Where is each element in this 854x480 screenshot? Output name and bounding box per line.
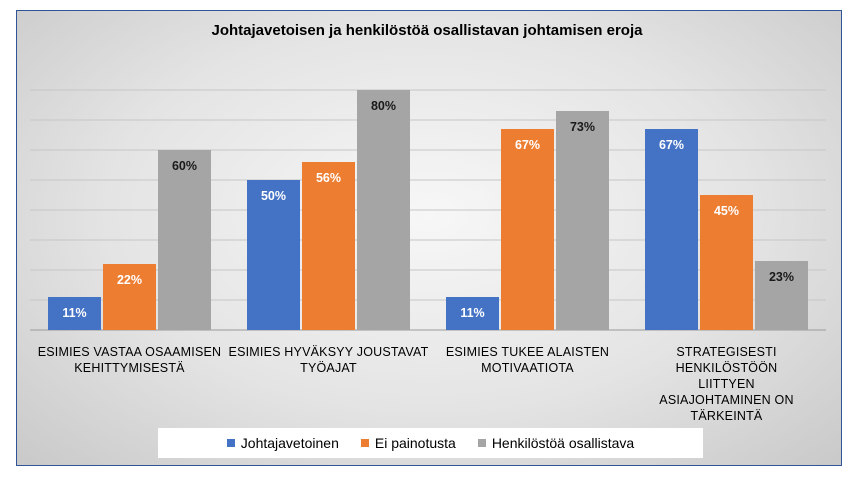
data-label: 73% bbox=[570, 120, 595, 134]
bar bbox=[645, 129, 698, 330]
category-label: ESIMIES HYVÄKSYY JOUSTAVAT TYÖAJAT bbox=[228, 345, 429, 375]
legend-label: Henkilöstöä osallistava bbox=[491, 435, 635, 451]
legend: Johtajavetoinen Ei painotusta Henkilöstö… bbox=[158, 428, 703, 458]
data-label: 80% bbox=[371, 99, 396, 113]
category-label: ESIMIES VASTAA OSAAMISEN KEHITTYMISESTÄ bbox=[37, 345, 222, 375]
data-label: 22% bbox=[117, 273, 142, 287]
bar bbox=[700, 195, 753, 330]
data-label: 60% bbox=[172, 159, 197, 173]
data-label: 23% bbox=[769, 270, 794, 284]
bar bbox=[302, 162, 355, 330]
data-label: 45% bbox=[714, 204, 739, 218]
data-label: 11% bbox=[62, 306, 86, 320]
category-label: STRATEGISESTI HENKILÖSTÖÖN LIITTYEN ASIA… bbox=[659, 345, 794, 423]
bar bbox=[158, 150, 211, 330]
data-label: 67% bbox=[659, 138, 684, 152]
category-label: ESIMIES TUKEE ALAISTEN MOTIVAATIOTA bbox=[445, 345, 610, 375]
bar bbox=[48, 297, 101, 330]
legend-label: Ei painotusta bbox=[374, 435, 456, 451]
legend-swatch bbox=[477, 439, 486, 447]
bar bbox=[357, 90, 410, 330]
data-label: 67% bbox=[515, 138, 540, 152]
bar bbox=[103, 264, 156, 330]
bar bbox=[755, 261, 808, 330]
data-label: 50% bbox=[261, 189, 286, 203]
legend-label: Johtajavetoinen bbox=[240, 435, 339, 451]
chart-title: Johtajavetoisen ja henkilöstöä osallista… bbox=[211, 22, 643, 39]
data-label: 11% bbox=[460, 306, 484, 320]
bar bbox=[556, 111, 609, 330]
bar bbox=[446, 297, 499, 330]
legend-swatch bbox=[226, 439, 235, 447]
bar bbox=[247, 180, 300, 330]
legend-item-ei-painotusta: Ei painotusta bbox=[360, 435, 456, 451]
bar bbox=[501, 129, 554, 330]
data-label: 56% bbox=[316, 171, 341, 185]
legend-swatch bbox=[360, 439, 369, 447]
legend-item-henkilostoa-osallistava: Henkilöstöä osallistava bbox=[477, 435, 635, 451]
legend-item-johtajavetoinen: Johtajavetoinen bbox=[226, 435, 339, 451]
